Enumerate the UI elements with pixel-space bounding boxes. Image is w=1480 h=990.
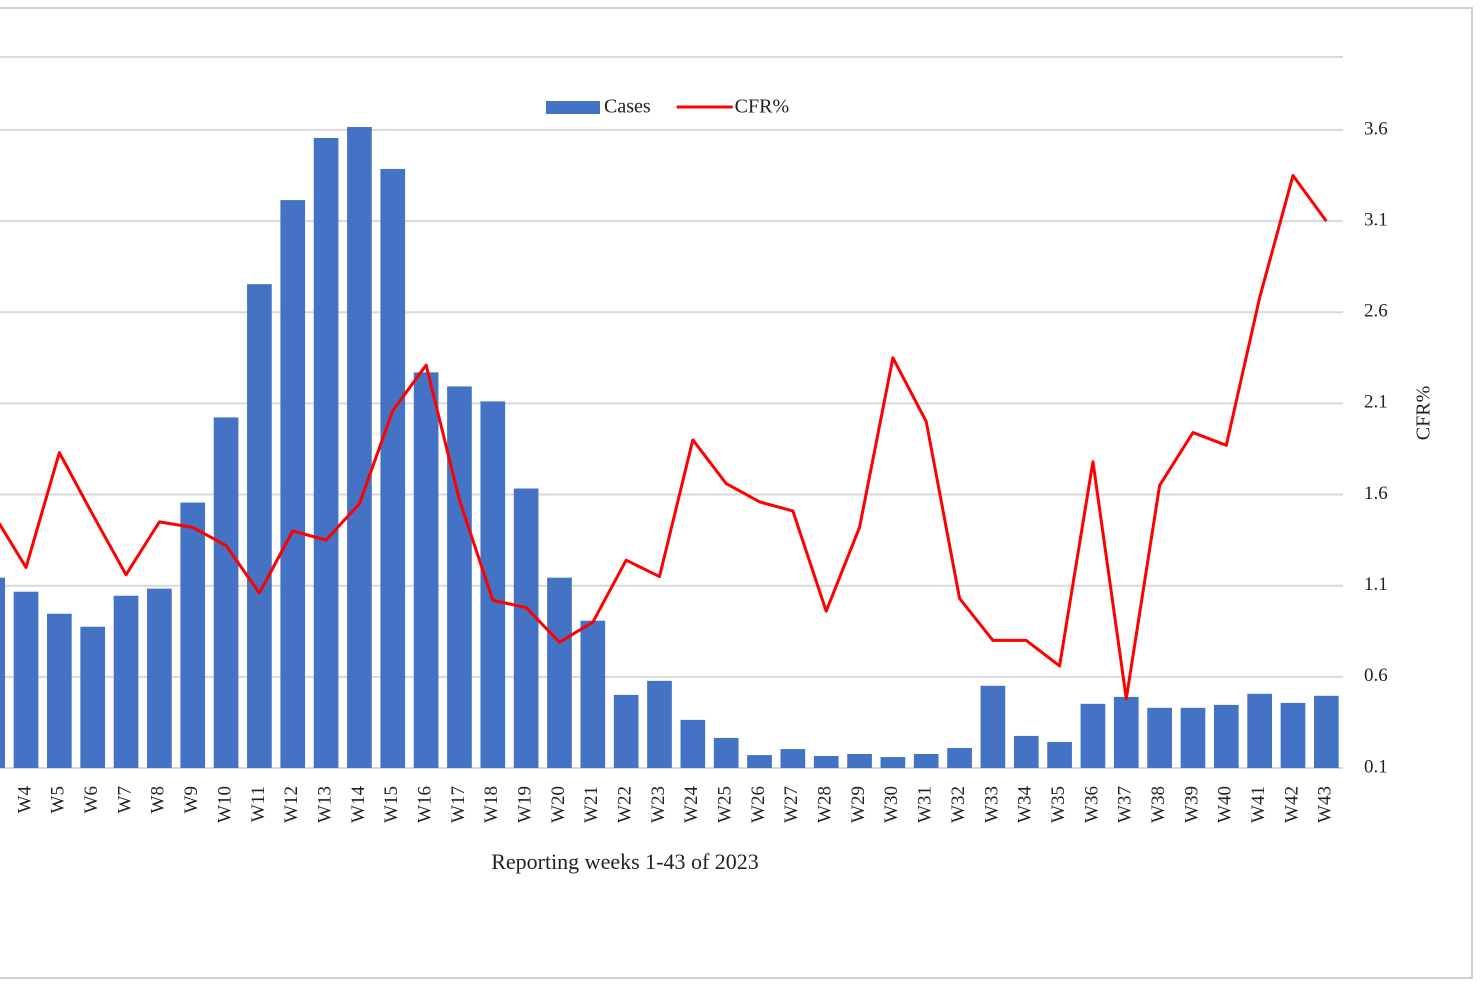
legend-label: Cases	[604, 96, 651, 118]
y2-tick-label: 1.6	[1364, 483, 1388, 504]
bar	[13, 591, 39, 768]
x-tick-label: W9	[181, 786, 202, 813]
x-tick-label: W10	[214, 786, 235, 823]
y2-tick-label: 1.1	[1364, 574, 1388, 595]
x-tick-label: W32	[948, 786, 969, 823]
x-tick-label: W42	[1281, 786, 1302, 823]
bar	[447, 386, 472, 768]
x-tick-label: W27	[781, 786, 802, 823]
bar	[380, 168, 406, 769]
bar	[80, 626, 106, 768]
bar	[1180, 707, 1206, 768]
x-tick-label: W23	[648, 786, 669, 823]
bar	[913, 753, 939, 768]
bar	[647, 680, 672, 768]
bar	[47, 613, 72, 768]
bar	[1213, 704, 1239, 768]
x-tick-label: W34	[1015, 786, 1036, 823]
bar	[580, 620, 606, 768]
bar	[180, 502, 206, 768]
bar	[1247, 693, 1272, 768]
x-tick-label: W29	[848, 786, 869, 823]
frame	[0, 7, 1473, 979]
y2-tick-label: 0.1	[1364, 756, 1388, 777]
x-tick-label: W17	[448, 786, 469, 823]
bar	[680, 719, 706, 768]
x-tick-label: W28	[815, 786, 836, 823]
bar	[1080, 703, 1106, 768]
x-tick-label: W31	[915, 786, 936, 823]
x-tick-label: W12	[281, 786, 302, 823]
x-tick-label: W11	[248, 786, 269, 822]
bar	[480, 401, 506, 768]
bar	[1313, 695, 1339, 768]
y2-tick-label: 2.1	[1364, 392, 1388, 413]
y2-axis-title: CFR%	[1413, 386, 1435, 440]
bar	[313, 137, 339, 769]
bar	[213, 417, 239, 768]
bar	[947, 747, 972, 768]
bar	[1147, 707, 1172, 768]
bar	[813, 755, 839, 768]
y2-tick-label: 3.1	[1364, 209, 1388, 230]
x-tick-label: W3	[0, 786, 2, 813]
x-tick-label: W6	[81, 786, 102, 813]
y2-tick-label: 2.6	[1364, 301, 1388, 322]
bar	[747, 755, 772, 768]
line	[0, 174, 1328, 701]
x-tick-label: W36	[1081, 786, 1102, 823]
bar	[1047, 741, 1072, 768]
y2-tick-label: 3.6	[1364, 118, 1388, 139]
x-tick-label: W22	[615, 786, 636, 823]
bar	[280, 200, 306, 768]
x-tick-label: W5	[48, 786, 69, 813]
bar	[713, 737, 739, 768]
x-tick-label: W39	[1181, 786, 1202, 823]
legend-label: CFR%	[735, 96, 789, 118]
x-tick-label: W43	[1315, 786, 1336, 823]
x-tick-label: W37	[1115, 786, 1136, 823]
bar	[413, 372, 439, 768]
x-tick-label: W16	[414, 786, 435, 823]
x-tick-label: W7	[114, 786, 135, 813]
legend-swatch	[546, 101, 600, 114]
x-tick-label: W19	[514, 786, 535, 823]
x-tick-label: W18	[481, 786, 502, 823]
x-tick-label: W13	[314, 786, 335, 823]
x-tick-label: W20	[548, 786, 569, 823]
x-tick-label: W41	[1248, 786, 1269, 823]
y2-tick-label: 0.6	[1364, 665, 1388, 686]
x-tick-label: W35	[1048, 786, 1069, 823]
x-tick-label: W33	[981, 786, 1002, 823]
bar	[513, 488, 539, 768]
bar	[980, 685, 1006, 768]
x-tick-label: W14	[348, 786, 369, 823]
x-tick-label: W40	[1215, 786, 1236, 823]
bar	[1113, 696, 1139, 768]
bar	[0, 577, 6, 768]
x-tick-label: W38	[1148, 786, 1169, 823]
x-tick-label: W15	[381, 786, 402, 823]
bar	[880, 757, 906, 768]
bar	[247, 284, 272, 768]
x-tick-label: W8	[148, 786, 169, 813]
bar	[113, 595, 139, 768]
bar	[547, 577, 572, 768]
bar	[347, 127, 372, 768]
x-tick-label: W21	[581, 786, 602, 823]
bar	[613, 694, 639, 768]
x-tick-label: W26	[748, 786, 769, 823]
x-tick-label: W25	[715, 786, 736, 823]
bar	[780, 749, 806, 768]
bar	[1013, 735, 1039, 768]
bar	[147, 588, 172, 768]
bar	[1280, 702, 1306, 768]
x-tick-label: W30	[881, 786, 902, 823]
x-tick-label: W4	[14, 786, 35, 814]
x-axis-title: Reporting weeks 1-43 of 2023	[491, 849, 759, 874]
x-tick-label: W24	[681, 786, 702, 823]
bar	[847, 753, 872, 768]
